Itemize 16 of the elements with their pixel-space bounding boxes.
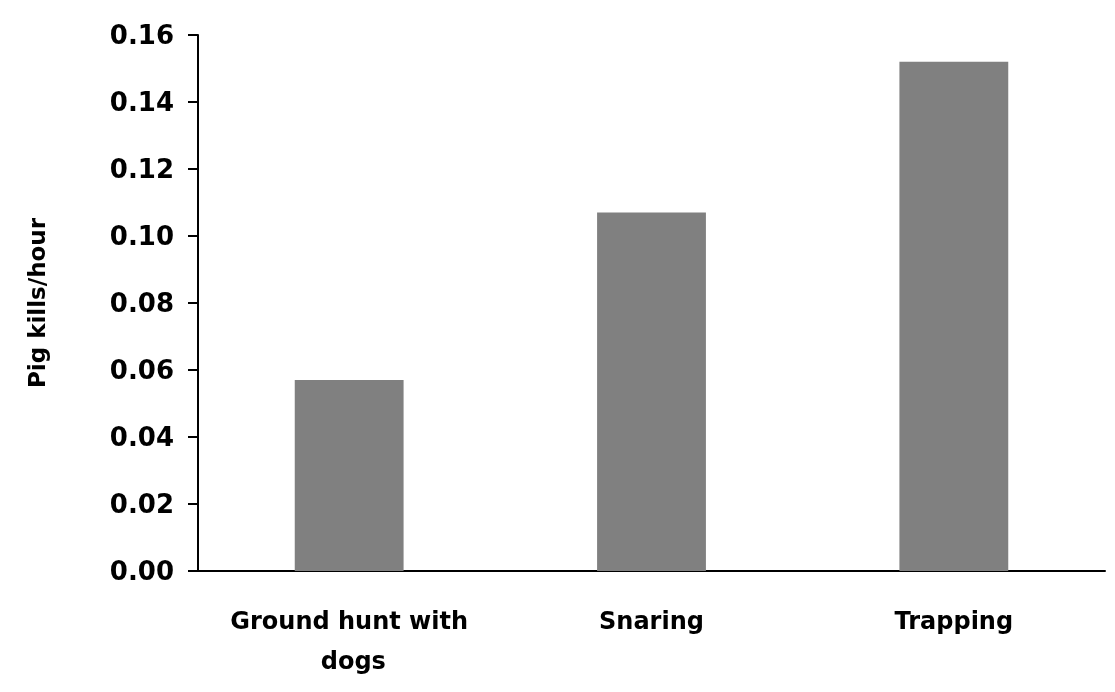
y-tick-label: 0.10 [109, 221, 174, 251]
y-tick-label: 0.12 [109, 154, 174, 184]
y-tick-label: 0.06 [109, 355, 174, 385]
y-tick-label: 0.02 [109, 489, 174, 519]
y-tick-label: 0.16 [109, 20, 174, 50]
y-tick-label: 0.00 [109, 556, 174, 586]
x-tick-label: Ground hunt with dogs [230, 607, 469, 675]
x-tick-label: Snaring [599, 607, 704, 635]
y-axis-title: Pig kills/hour [23, 217, 50, 389]
y-tick-label: 0.04 [109, 422, 174, 452]
y-tick-label: 0.08 [109, 288, 174, 318]
bar [294, 380, 404, 571]
bar [899, 61, 1009, 571]
bar [597, 212, 706, 571]
x-tick-label: Trapping [894, 607, 1014, 635]
y-tick-label: 0.14 [109, 87, 174, 117]
